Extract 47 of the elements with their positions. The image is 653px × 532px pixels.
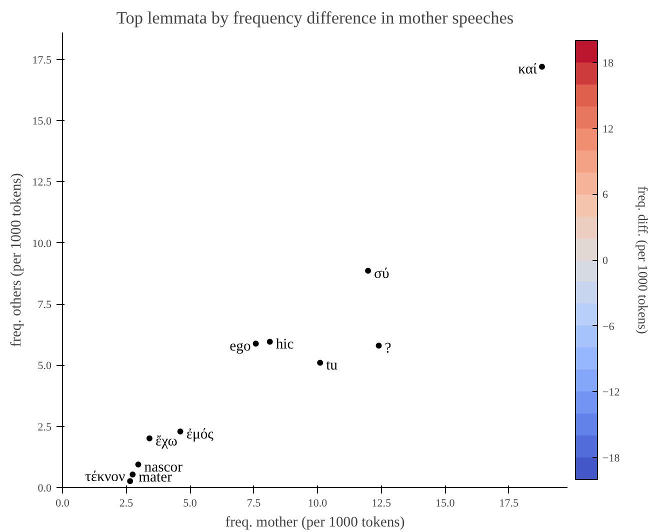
- color-bar-label: 12: [602, 123, 614, 136]
- x-tick-label: 17.5: [499, 498, 519, 510]
- chart-title: Top lemmata by frequency difference in mother speeches: [116, 8, 514, 28]
- y-tick-label: 0.0: [38, 482, 52, 494]
- color-bar-label: 0: [602, 255, 608, 267]
- annotation: τέκνον: [85, 469, 126, 486]
- point: [317, 360, 324, 366]
- point: [127, 478, 134, 484]
- color-bar-label: −6: [602, 320, 615, 333]
- annotation: tu: [326, 358, 338, 374]
- y-tick-label: 10.0: [32, 238, 52, 250]
- annotation: ἔχω: [155, 433, 178, 450]
- point: [146, 435, 152, 442]
- annotation: σύ: [374, 266, 390, 282]
- annotation: hic: [276, 336, 294, 353]
- y-tick-label: 12.5: [32, 176, 52, 189]
- point: [177, 428, 184, 434]
- point: [135, 462, 142, 468]
- y-tick-label: 7.5: [38, 299, 52, 312]
- color-bar-label: −18: [602, 452, 620, 465]
- point: [266, 338, 273, 345]
- annotation: ?: [384, 340, 392, 357]
- color-bar-label: 6: [602, 189, 608, 202]
- y-tick-label: 2.5: [38, 421, 52, 434]
- point: [252, 340, 259, 347]
- x-tick-label: 5.0: [183, 498, 198, 510]
- y-tick-label: 5.0: [38, 360, 52, 372]
- point: [376, 342, 382, 349]
- y-axis-title: freq. others (per 1000 tokens): [8, 172, 24, 347]
- color-bar-title: freq. diff. (per 1000 tokens): [636, 186, 650, 334]
- x-tick-label: 0.0: [56, 498, 70, 510]
- y-tick-label: 15.0: [32, 116, 52, 128]
- annotation: ἐμός: [186, 426, 214, 442]
- point: [130, 472, 136, 478]
- color-bar-label: −12: [602, 386, 620, 399]
- annotation: καί: [518, 62, 538, 78]
- x-tick-label: 10.0: [308, 498, 328, 510]
- color-bar-label: 18: [602, 57, 614, 70]
- y-tick-label: 17.5: [32, 54, 52, 66]
- x-axis-title: freq. mother (per 1000 tokens): [225, 514, 405, 530]
- x-tick-label: 12.5: [372, 498, 392, 510]
- x-tick-label: 15.0: [435, 498, 456, 510]
- x-tick-label: 2.5: [119, 498, 134, 510]
- point: [365, 268, 372, 274]
- x-tick-label: 7.5: [246, 498, 262, 510]
- annotation: ego: [230, 338, 251, 355]
- point: [538, 64, 545, 70]
